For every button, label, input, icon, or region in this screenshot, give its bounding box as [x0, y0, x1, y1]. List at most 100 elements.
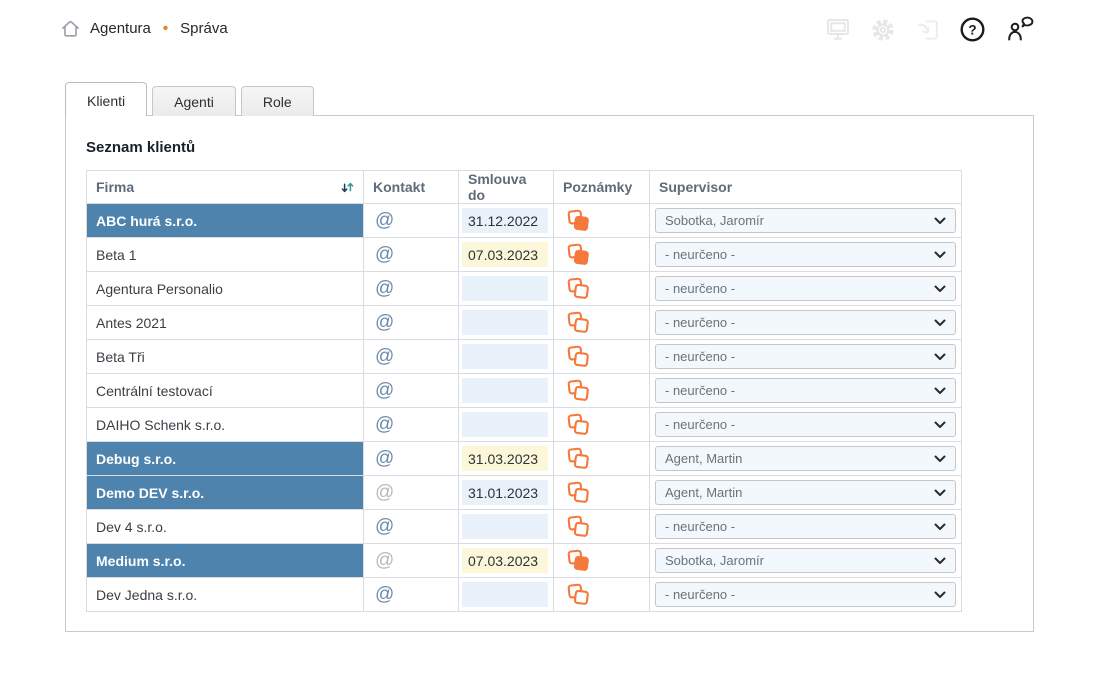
gear-icon[interactable] [870, 17, 896, 43]
supervisor-select-value: - neurčeno - [665, 281, 736, 296]
date-input[interactable] [462, 412, 548, 437]
supervisor-cell: - neurčeno - [649, 339, 962, 374]
supervisor-select[interactable]: Agent, Martin [655, 446, 956, 471]
firma-cell[interactable]: Centrální testovací [86, 373, 364, 408]
notes-outline-icon[interactable] [567, 311, 590, 334]
supervisor-select[interactable]: Sobotka, Jaromír [655, 548, 956, 573]
notes-outline-icon[interactable] [567, 277, 590, 300]
sort-arrows-icon[interactable] [341, 181, 354, 194]
table-row: Debug s.r.o. @ 31.03.2023 Agent, Martin [86, 441, 962, 476]
date-input[interactable]: 31.01.2023 [462, 480, 548, 505]
supervisor-select[interactable]: Agent, Martin [655, 480, 956, 505]
date-input[interactable]: 31.03.2023 [462, 446, 548, 471]
kontakt-cell: @ [363, 441, 459, 476]
display-icon[interactable] [825, 17, 851, 42]
date-input[interactable] [462, 310, 548, 335]
chevron-down-icon [934, 319, 946, 326]
smlouva-do-cell: 07.03.2023 [458, 237, 554, 272]
supervisor-select[interactable]: Sobotka, Jaromír [655, 208, 956, 233]
supervisor-select[interactable]: - neurčeno - [655, 582, 956, 607]
firma-cell[interactable]: DAIHO Schenk s.r.o. [86, 407, 364, 442]
firma-cell[interactable]: Agentura Personalio [86, 271, 364, 306]
tab-role[interactable]: Role [240, 86, 314, 116]
table-row: Dev Jedna s.r.o. @ - neurčeno - [86, 577, 962, 612]
kontakt-cell: @ [363, 509, 459, 544]
firma-cell[interactable]: Dev 4 s.r.o. [86, 509, 364, 544]
firma-cell[interactable]: ABC hurá s.r.o. [86, 203, 364, 238]
supervisor-select[interactable]: - neurčeno - [655, 514, 956, 539]
supervisor-select[interactable]: - neurčeno - [655, 344, 956, 369]
supervisor-select[interactable]: - neurčeno - [655, 412, 956, 437]
help-icon[interactable]: ? [959, 16, 986, 43]
supervisor-cell: Agent, Martin [649, 441, 962, 476]
column-header-firma[interactable]: Firma [86, 170, 364, 204]
notes-outline-icon[interactable] [567, 413, 590, 436]
date-input[interactable]: 07.03.2023 [462, 242, 548, 267]
date-input[interactable]: 31.12.2022 [462, 208, 548, 233]
notes-filled-icon[interactable] [567, 549, 590, 572]
supervisor-select[interactable]: - neurčeno - [655, 310, 956, 335]
notes-outline-icon[interactable] [567, 447, 590, 470]
notes-outline-icon[interactable] [567, 583, 590, 606]
smlouva-do-cell: 31.03.2023 [458, 441, 554, 476]
kontakt-cell: @ [363, 339, 459, 374]
tab-agenti[interactable]: Agenti [152, 86, 236, 116]
column-header-poznamky: Poznámky [553, 170, 650, 204]
firma-cell[interactable]: Debug s.r.o. [86, 441, 364, 476]
at-icon[interactable]: @ [375, 209, 395, 231]
firma-cell[interactable]: Medium s.r.o. [86, 543, 364, 578]
at-icon[interactable]: @ [375, 549, 395, 571]
chevron-down-icon [934, 251, 946, 258]
firma-cell[interactable]: Dev Jedna s.r.o. [86, 577, 364, 612]
at-icon[interactable]: @ [375, 515, 395, 537]
date-input[interactable] [462, 344, 548, 369]
supervisor-select-value: Agent, Martin [665, 451, 743, 466]
feedback-icon[interactable] [1005, 16, 1036, 43]
supervisor-select[interactable]: - neurčeno - [655, 276, 956, 301]
client-table-body: ABC hurá s.r.o. @ 31.12.2022 Sobotka, Ja… [86, 203, 962, 612]
notes-outline-icon[interactable] [567, 379, 590, 402]
breadcrumb-item-agentura[interactable]: Agentura [90, 20, 151, 37]
supervisor-cell: - neurčeno - [649, 237, 962, 272]
supervisor-select-value: - neurčeno - [665, 587, 736, 602]
at-icon[interactable]: @ [375, 413, 395, 435]
at-icon[interactable]: @ [375, 345, 395, 367]
supervisor-select[interactable]: - neurčeno - [655, 242, 956, 267]
kontakt-cell: @ [363, 543, 459, 578]
date-input[interactable] [462, 582, 548, 607]
notes-outline-icon[interactable] [567, 481, 590, 504]
page-title: Seznam klientů [86, 139, 196, 156]
at-icon[interactable]: @ [375, 481, 395, 503]
chevron-down-icon [934, 217, 946, 224]
at-icon[interactable]: @ [375, 243, 395, 265]
breadcrumb-item-sprava[interactable]: Správa [180, 20, 228, 37]
date-input[interactable]: 07.03.2023 [462, 548, 548, 573]
poznamky-cell [553, 339, 650, 374]
notes-outline-icon[interactable] [567, 515, 590, 538]
firma-cell[interactable]: Demo DEV s.r.o. [86, 475, 364, 510]
notes-filled-icon[interactable] [567, 243, 590, 266]
svg-text:?: ? [968, 22, 976, 37]
at-icon[interactable]: @ [375, 379, 395, 401]
at-icon[interactable]: @ [375, 311, 395, 333]
home-icon[interactable] [60, 18, 81, 39]
login-icon[interactable] [915, 18, 940, 42]
tab-klienti-label: Klienti [87, 92, 126, 109]
chevron-down-icon [934, 421, 946, 428]
tab-klienti[interactable]: Klienti [65, 82, 148, 116]
firma-cell[interactable]: Antes 2021 [86, 305, 364, 340]
at-icon[interactable]: @ [375, 447, 395, 469]
supervisor-select[interactable]: - neurčeno - [655, 378, 956, 403]
date-input[interactable] [462, 514, 548, 539]
firma-cell[interactable]: Beta 1 [86, 237, 364, 272]
notes-outline-icon[interactable] [567, 345, 590, 368]
smlouva-do-cell: 31.01.2023 [458, 475, 554, 510]
notes-filled-icon[interactable] [567, 209, 590, 232]
date-input[interactable] [462, 276, 548, 301]
smlouva-do-cell: 31.12.2022 [458, 203, 554, 238]
supervisor-select-value: - neurčeno - [665, 349, 736, 364]
at-icon[interactable]: @ [375, 583, 395, 605]
date-input[interactable] [462, 378, 548, 403]
firma-cell[interactable]: Beta Tři [86, 339, 364, 374]
at-icon[interactable]: @ [375, 277, 395, 299]
